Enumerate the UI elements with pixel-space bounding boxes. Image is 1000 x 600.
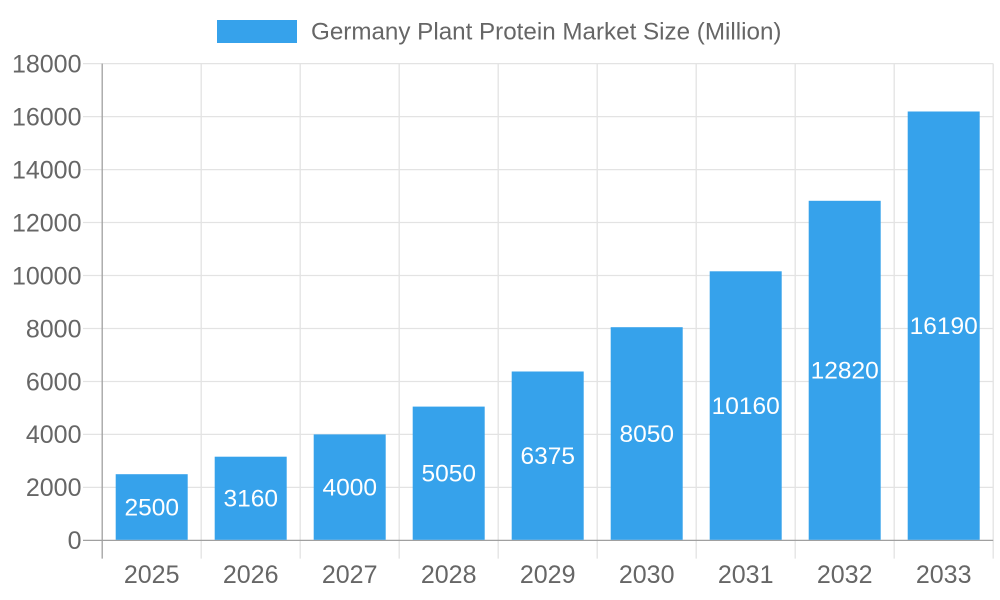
svg-text:12820: 12820 [811,358,879,385]
svg-text:4000: 4000 [26,421,82,449]
svg-text:2029: 2029 [520,561,576,589]
svg-text:2033: 2033 [916,561,972,589]
svg-text:14000: 14000 [12,156,82,184]
svg-text:12000: 12000 [12,209,82,237]
svg-text:18000: 18000 [12,50,82,78]
svg-text:2030: 2030 [619,561,675,589]
svg-text:2032: 2032 [817,561,873,589]
svg-text:10160: 10160 [712,393,780,420]
svg-text:2026: 2026 [223,561,279,589]
svg-text:2000: 2000 [26,474,82,502]
svg-text:4000: 4000 [322,474,377,501]
svg-text:3160: 3160 [223,486,278,513]
svg-text:16190: 16190 [910,313,978,340]
svg-text:8000: 8000 [26,315,82,343]
svg-text:16000: 16000 [12,103,82,131]
svg-text:5050: 5050 [421,461,476,488]
svg-text:2025: 2025 [124,561,180,589]
svg-text:10000: 10000 [12,262,82,290]
svg-text:2028: 2028 [421,561,477,589]
svg-text:2031: 2031 [718,561,774,589]
svg-text:2027: 2027 [322,561,378,589]
svg-text:2500: 2500 [124,494,179,521]
svg-text:6000: 6000 [26,368,82,396]
svg-text:Germany Plant Protein Market S: Germany Plant Protein Market Size (Milli… [311,18,781,45]
svg-text:6375: 6375 [520,443,575,470]
svg-text:8050: 8050 [619,421,674,448]
svg-text:0: 0 [68,527,82,555]
